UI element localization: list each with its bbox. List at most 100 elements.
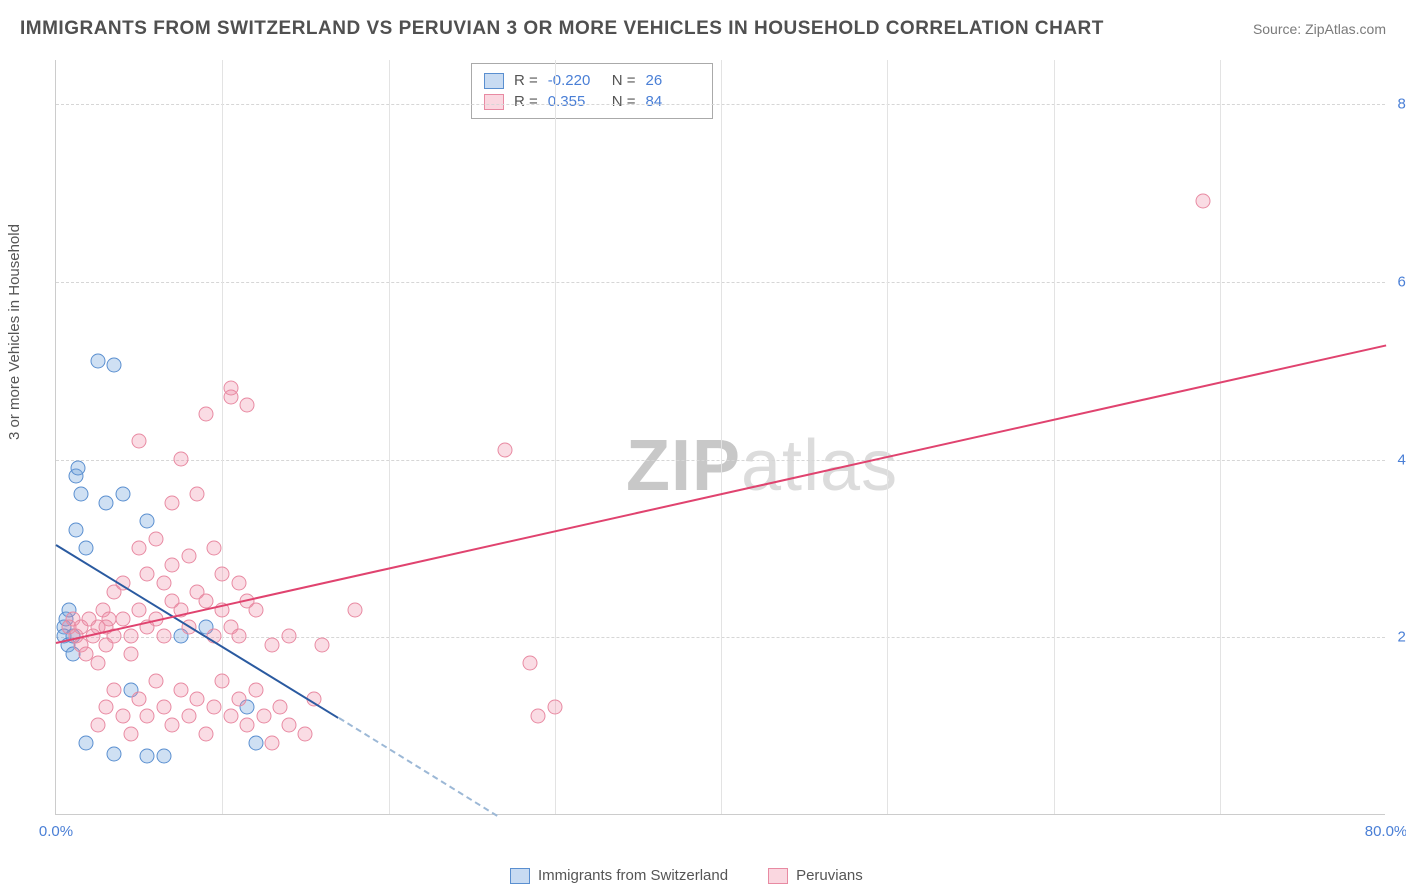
data-point xyxy=(148,531,163,546)
data-point xyxy=(90,718,105,733)
data-point xyxy=(223,709,238,724)
swatch-icon xyxy=(484,94,504,110)
data-point xyxy=(182,549,197,564)
data-point xyxy=(298,727,313,742)
gridline-v xyxy=(721,60,722,814)
stat-label: R = xyxy=(514,70,538,91)
gridline-v xyxy=(389,60,390,814)
source-label: Source: ZipAtlas.com xyxy=(1253,21,1386,37)
data-point xyxy=(157,629,172,644)
swatch-icon xyxy=(510,868,530,884)
swatch-icon xyxy=(484,73,504,89)
gridline-v xyxy=(1054,60,1055,814)
y-tick-label: 60.0% xyxy=(1390,274,1406,291)
stat-label: N = xyxy=(612,91,636,112)
y-axis-label: 3 or more Vehicles in Household xyxy=(6,224,23,440)
data-point xyxy=(123,727,138,742)
data-point xyxy=(223,380,238,395)
data-point xyxy=(182,709,197,724)
data-point xyxy=(497,442,512,457)
legend-item-swiss: Immigrants from Switzerland xyxy=(510,867,728,884)
y-tick-label: 20.0% xyxy=(1390,629,1406,646)
data-point xyxy=(140,513,155,528)
data-point xyxy=(206,540,221,555)
data-point xyxy=(140,567,155,582)
correlation-legend: R = -0.220 N = 26 R = 0.355 N = 84 xyxy=(471,63,713,119)
data-point xyxy=(231,576,246,591)
swatch-icon xyxy=(768,868,788,884)
data-point xyxy=(190,487,205,502)
legend-item-peruvian: Peruvians xyxy=(768,867,863,884)
data-point xyxy=(1196,194,1211,209)
data-point xyxy=(70,460,85,475)
data-point xyxy=(98,496,113,511)
data-point xyxy=(157,749,172,764)
stat-value: 0.355 xyxy=(548,91,602,112)
data-point xyxy=(547,700,562,715)
data-point xyxy=(123,647,138,662)
y-tick-label: 40.0% xyxy=(1390,451,1406,468)
data-point xyxy=(215,673,230,688)
data-point xyxy=(348,602,363,617)
data-point xyxy=(107,746,122,761)
data-point xyxy=(265,638,280,653)
data-point xyxy=(173,451,188,466)
data-point xyxy=(107,682,122,697)
data-point xyxy=(132,433,147,448)
data-point xyxy=(248,682,263,697)
data-point xyxy=(273,700,288,715)
data-point xyxy=(68,522,83,537)
data-point xyxy=(173,682,188,697)
stat-value: 26 xyxy=(646,70,700,91)
data-point xyxy=(248,602,263,617)
data-point xyxy=(240,398,255,413)
data-point xyxy=(165,718,180,733)
data-point xyxy=(215,567,230,582)
legend-row-peruvian: R = 0.355 N = 84 xyxy=(484,91,700,112)
y-tick-label: 80.0% xyxy=(1390,96,1406,113)
page-title: IMMIGRANTS FROM SWITZERLAND VS PERUVIAN … xyxy=(20,18,1104,40)
data-point xyxy=(531,709,546,724)
data-point xyxy=(115,709,130,724)
stat-value: -0.220 xyxy=(548,70,602,91)
data-point xyxy=(248,735,263,750)
data-point xyxy=(522,656,537,671)
data-point xyxy=(132,540,147,555)
trend-line xyxy=(338,717,497,816)
data-point xyxy=(98,700,113,715)
data-point xyxy=(78,540,93,555)
stat-label: R = xyxy=(514,91,538,112)
data-point xyxy=(123,629,138,644)
data-point xyxy=(157,576,172,591)
data-point xyxy=(198,727,213,742)
legend-label: Peruvians xyxy=(796,867,863,884)
data-point xyxy=(148,673,163,688)
gridline-v xyxy=(222,60,223,814)
legend-row-swiss: R = -0.220 N = 26 xyxy=(484,70,700,91)
data-point xyxy=(115,487,130,502)
legend-label: Immigrants from Switzerland xyxy=(538,867,728,884)
data-point xyxy=(157,700,172,715)
x-tick-label: 0.0% xyxy=(39,823,73,840)
data-point xyxy=(73,487,88,502)
gridline-v xyxy=(887,60,888,814)
data-point xyxy=(315,638,330,653)
stat-value: 84 xyxy=(646,91,700,112)
watermark: ZIPatlas xyxy=(626,425,898,507)
data-point xyxy=(198,593,213,608)
data-point xyxy=(90,656,105,671)
correlation-scatter-chart: R = -0.220 N = 26 R = 0.355 N = 84 ZIPat… xyxy=(55,60,1385,815)
data-point xyxy=(140,709,155,724)
data-point xyxy=(140,749,155,764)
data-point xyxy=(198,407,213,422)
data-point xyxy=(190,691,205,706)
x-tick-label: 80.0% xyxy=(1365,823,1406,840)
data-point xyxy=(240,718,255,733)
stat-label: N = xyxy=(612,70,636,91)
data-point xyxy=(165,496,180,511)
data-point xyxy=(281,718,296,733)
data-point xyxy=(90,354,105,369)
data-point xyxy=(165,558,180,573)
data-point xyxy=(78,735,93,750)
data-point xyxy=(265,735,280,750)
